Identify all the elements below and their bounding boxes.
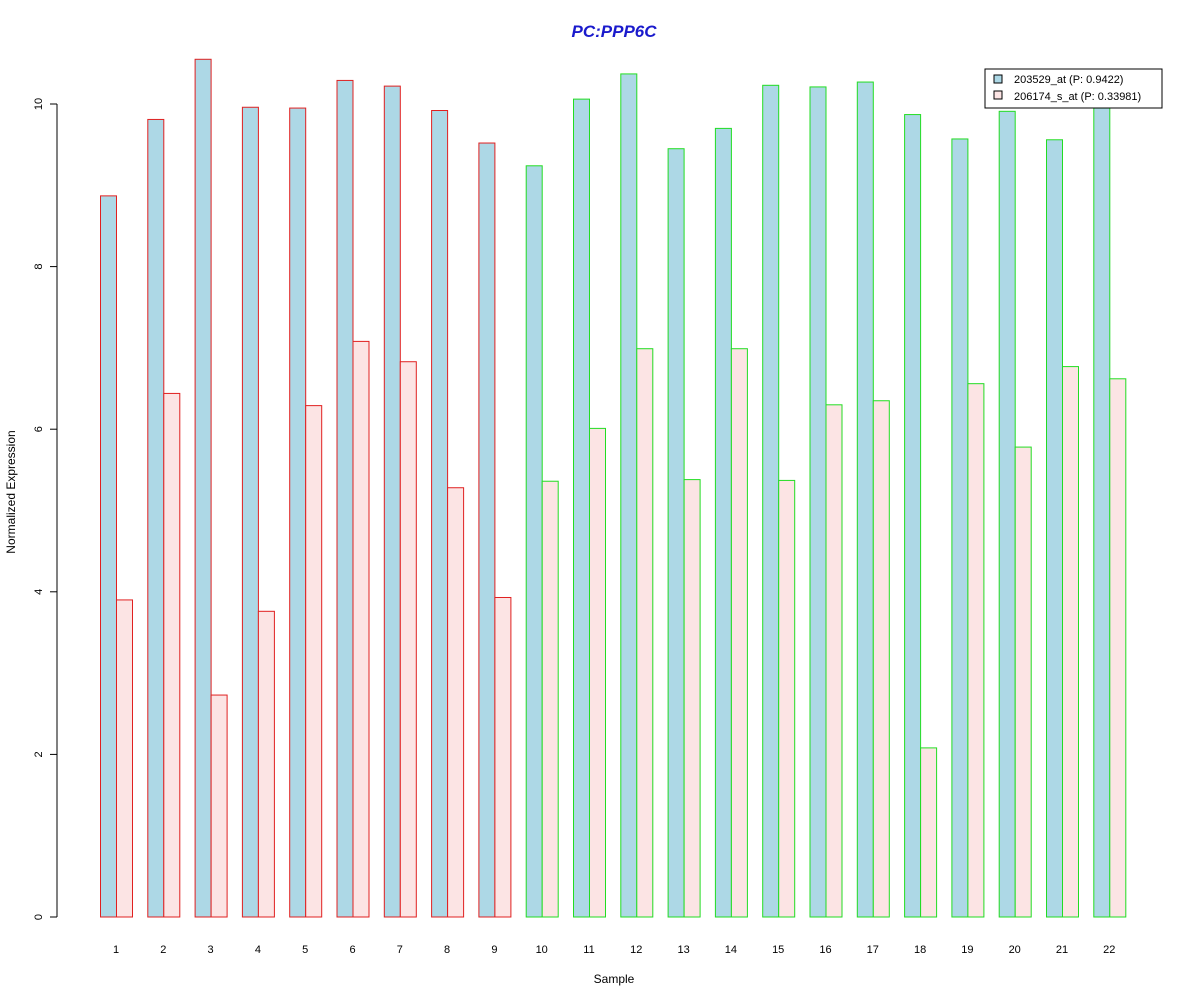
x-tick-label: 17 bbox=[867, 944, 879, 956]
x-tick-label: 19 bbox=[961, 944, 973, 956]
x-tick-label: 6 bbox=[349, 944, 355, 956]
x-tick-label: 5 bbox=[302, 944, 308, 956]
y-axis: 0 2 4 6 8 10 bbox=[33, 98, 58, 920]
x-tick-label: 13 bbox=[677, 944, 689, 956]
x-tick-label: 16 bbox=[819, 944, 831, 956]
bar-sample-8-series-1 bbox=[431, 110, 449, 918]
x-tick-label: 14 bbox=[725, 944, 737, 956]
legend-entry-2: 206174_s_at (P: 0.33981) bbox=[1014, 91, 1141, 103]
bar-sample-7-series-2 bbox=[399, 361, 417, 918]
bar-sample-13-series-1 bbox=[667, 148, 685, 918]
bar-sample-4-series-1 bbox=[241, 106, 259, 918]
legend-swatch-2 bbox=[993, 90, 1003, 100]
x-tick-label: 21 bbox=[1056, 944, 1068, 956]
x-tick-label: 3 bbox=[208, 944, 214, 956]
x-tick-label: 12 bbox=[630, 944, 642, 956]
bar-sample-18-series-2 bbox=[920, 747, 938, 918]
bar-sample-4-series-2 bbox=[257, 610, 275, 918]
y-tick-label: 4 bbox=[33, 589, 45, 595]
bar-sample-12-series-2 bbox=[636, 348, 654, 918]
x-tick-label: 10 bbox=[536, 944, 548, 956]
legend-swatch-1 bbox=[993, 74, 1003, 84]
bar-sample-19-series-2 bbox=[967, 383, 985, 918]
y-tick-label: 10 bbox=[33, 98, 45, 110]
x-tick-label: 8 bbox=[444, 944, 450, 956]
bar-sample-22-series-2 bbox=[1109, 378, 1127, 918]
bar-sample-7-series-1 bbox=[383, 85, 401, 918]
bar-sample-11-series-1 bbox=[573, 98, 590, 918]
x-tick-label: 7 bbox=[397, 944, 403, 956]
bar-sample-8-series-2 bbox=[447, 487, 465, 918]
bar-sample-2-series-2 bbox=[163, 392, 181, 918]
bar-sample-12-series-1 bbox=[620, 73, 638, 918]
x-tick-label: 4 bbox=[255, 944, 261, 956]
legend-box bbox=[984, 68, 1163, 109]
bar-sample-6-series-1 bbox=[336, 79, 354, 918]
bar-sample-15-series-2 bbox=[778, 479, 796, 918]
bar-sample-18-series-1 bbox=[904, 114, 922, 918]
chart-title: PC:PPP6C bbox=[571, 22, 657, 41]
x-tick-label: 15 bbox=[772, 944, 784, 956]
x-axis-label: Sample bbox=[594, 972, 635, 986]
bar-sample-9-series-2 bbox=[494, 596, 512, 918]
bar-sample-16-series-1 bbox=[809, 86, 827, 918]
bar-sample-17-series-1 bbox=[856, 81, 874, 918]
bar-sample-9-series-1 bbox=[478, 142, 496, 918]
bar-sample-3-series-1 bbox=[194, 58, 212, 918]
bar-sample-3-series-2 bbox=[210, 694, 228, 918]
x-axis-tick-labels: 1 2 3 4 5 6 7 8 9 10 11 12 13 14 15 16 17 18 19 20 21 22 bbox=[113, 944, 1115, 956]
x-tick-label: 1 bbox=[113, 944, 119, 956]
bar-sample-14-series-2 bbox=[730, 348, 748, 918]
x-tick-label: 11 bbox=[583, 944, 594, 956]
bar-sample-19-series-1 bbox=[951, 138, 969, 918]
x-tick-label: 9 bbox=[491, 944, 497, 956]
bar-sample-17-series-2 bbox=[872, 400, 890, 918]
bar-sample-5-series-2 bbox=[305, 405, 323, 918]
bar-sample-10-series-2 bbox=[541, 480, 559, 918]
bar-group bbox=[100, 58, 1127, 918]
y-axis-label: Normalized Expression bbox=[4, 430, 18, 553]
bar-sample-2-series-1 bbox=[147, 118, 165, 918]
y-tick-label: 2 bbox=[33, 751, 45, 757]
bar-sample-14-series-1 bbox=[714, 127, 732, 918]
legend: 203529_at (P: 0.9422) 206174_s_at (P: 0.… bbox=[984, 68, 1163, 109]
legend-entry-1: 203529_at (P: 0.9422) bbox=[1014, 74, 1123, 86]
bar-sample-10-series-1 bbox=[525, 165, 543, 918]
x-tick-label: 2 bbox=[160, 944, 166, 956]
bar-sample-21-series-2 bbox=[1062, 366, 1079, 918]
bar-sample-22-series-1 bbox=[1093, 107, 1111, 918]
bar-sample-5-series-1 bbox=[289, 107, 307, 918]
x-tick-label: 22 bbox=[1103, 944, 1115, 956]
bar-sample-20-series-2 bbox=[1014, 446, 1032, 918]
x-tick-label: 20 bbox=[1009, 944, 1021, 956]
x-tick-label: 18 bbox=[914, 944, 926, 956]
y-tick-label: 0 bbox=[33, 914, 45, 920]
bar-sample-13-series-2 bbox=[683, 479, 701, 918]
bar-sample-11-series-2 bbox=[589, 427, 606, 918]
bar-sample-1-series-2 bbox=[116, 599, 133, 918]
bar-sample-6-series-2 bbox=[352, 340, 370, 918]
y-tick-label: 8 bbox=[33, 264, 45, 270]
bar-sample-1-series-1 bbox=[100, 195, 117, 918]
bar-sample-16-series-2 bbox=[825, 404, 843, 918]
bar-sample-20-series-1 bbox=[998, 110, 1016, 918]
bar-sample-21-series-1 bbox=[1046, 139, 1063, 918]
y-tick-label: 6 bbox=[33, 426, 45, 432]
bar-sample-15-series-1 bbox=[762, 84, 780, 918]
